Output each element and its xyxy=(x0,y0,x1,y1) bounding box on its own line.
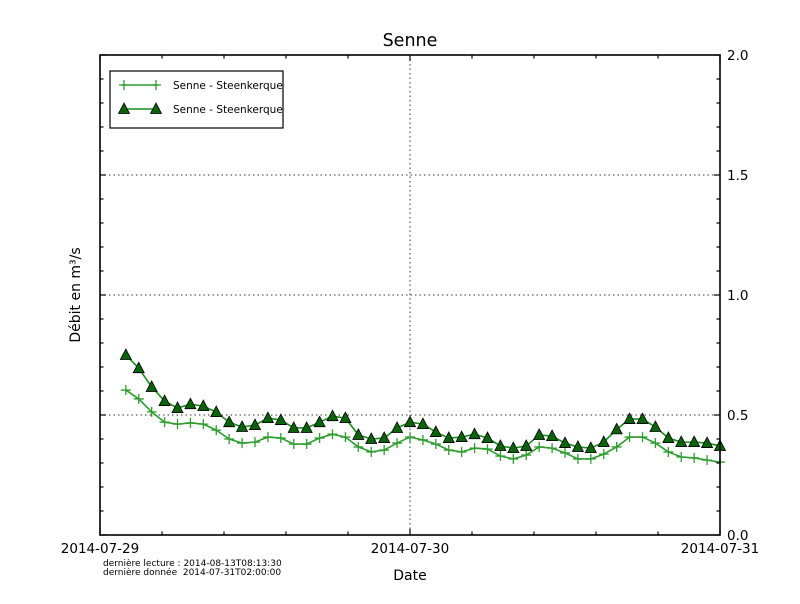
legend: Senne - Steenkerque Senne - Steenkerque xyxy=(109,70,284,129)
y-axis-label: Débit en m³/s xyxy=(68,247,84,342)
gridlines xyxy=(100,55,720,535)
y-tick-label-3: 1.5 xyxy=(727,168,748,184)
x-tick-label-1: 2014-07-30 xyxy=(371,541,449,557)
y-tick-label-1: 0.5 xyxy=(727,408,748,424)
legend-samples xyxy=(117,80,163,114)
x-axis-label: Date xyxy=(393,568,426,584)
chart-title: Senne xyxy=(383,31,438,51)
x-tick-label-2: 2014-07-31 xyxy=(681,541,759,557)
legend-label-1: Senne - Steenkerque xyxy=(173,104,283,116)
legend-label-0: Senne - Steenkerque xyxy=(173,80,283,92)
y-tick-label-2: 1.0 xyxy=(727,288,748,304)
x-tick-label-0: 2014-07-29 xyxy=(61,541,139,557)
data-series xyxy=(119,348,727,468)
annotation-last-reading: dernière lecture : 2014-08-13T08:13:30 xyxy=(103,558,282,569)
y-tick-label-0: 0.0 xyxy=(727,528,748,544)
plot-border xyxy=(99,54,721,536)
annotation-last-data: dernière donnée 2014-07-31T02:00:00 xyxy=(103,567,281,578)
legend-box xyxy=(109,70,284,129)
y-tick-label-4: 2.0 xyxy=(727,48,748,64)
